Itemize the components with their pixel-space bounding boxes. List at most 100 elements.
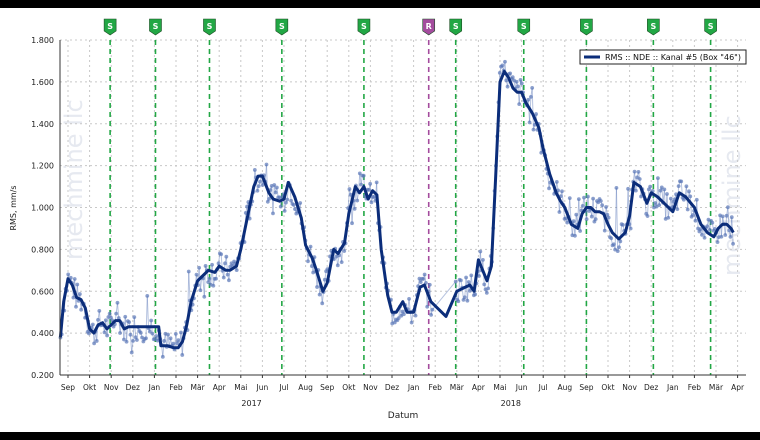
- raw-point: [505, 84, 510, 89]
- event-marker-label: S: [650, 22, 656, 31]
- x-tick-label: Okt: [601, 383, 614, 392]
- raw-point: [464, 275, 468, 280]
- x-tick-label: Feb: [429, 383, 443, 392]
- raw-point: [729, 215, 734, 220]
- raw-point: [271, 211, 275, 216]
- raw-point: [339, 260, 344, 265]
- x-tick-label: Jul: [538, 383, 548, 392]
- raw-point: [252, 168, 257, 172]
- raw-point: [668, 196, 673, 201]
- event-marker-flag: [357, 18, 371, 36]
- raw-point: [425, 304, 430, 309]
- raw-point: [401, 312, 406, 317]
- raw-point: [179, 330, 183, 335]
- raw-point: [655, 176, 660, 181]
- x-tick-label: Jan: [666, 383, 679, 392]
- raw-point: [265, 199, 270, 204]
- raw-point: [567, 196, 572, 201]
- raw-point: [77, 292, 82, 296]
- raw-point: [453, 279, 458, 284]
- raw-point: [611, 242, 616, 247]
- raw-point: [357, 171, 362, 176]
- raw-point: [685, 207, 690, 212]
- raw-point: [150, 331, 155, 336]
- raw-point: [598, 199, 603, 203]
- raw-point: [127, 320, 132, 325]
- x-tick-label: Jun: [515, 383, 528, 392]
- raw-point: [223, 261, 227, 266]
- raw-point: [694, 197, 699, 202]
- raw-point: [216, 261, 221, 266]
- raw-point: [285, 197, 290, 202]
- raw-point: [705, 224, 710, 229]
- raw-point: [554, 180, 559, 184]
- raw-link: [574, 214, 577, 236]
- event-marker-flag: [449, 18, 463, 36]
- rms-line-chart: mechmine llc mechmine llc S S S S S R S S S S S 0.…: [9, 18, 747, 421]
- raw-point: [72, 277, 77, 281]
- raw-point: [645, 214, 650, 218]
- raw-point: [687, 189, 691, 194]
- raw-point: [144, 336, 148, 341]
- event-marker-label: S: [521, 22, 527, 31]
- raw-point: [604, 205, 608, 209]
- raw-point: [510, 75, 515, 80]
- raw-point: [526, 97, 531, 102]
- raw-link: [358, 173, 361, 193]
- raw-link: [347, 189, 350, 209]
- raw-point: [221, 275, 226, 280]
- raw-point: [636, 169, 641, 174]
- raw-point: [725, 205, 730, 210]
- raw-point: [105, 333, 109, 338]
- raw-point: [723, 233, 728, 237]
- raw-link: [225, 256, 229, 275]
- raw-point: [207, 276, 212, 281]
- raw-point: [580, 204, 585, 208]
- raw-point: [154, 334, 159, 338]
- raw-point: [180, 353, 185, 357]
- raw-point: [710, 220, 715, 225]
- x-tick-label: Mär: [191, 383, 206, 392]
- raw-point: [481, 257, 485, 262]
- raw-point: [203, 264, 208, 268]
- raw-link: [595, 200, 598, 220]
- raw-point: [517, 102, 522, 106]
- y-tick-label: 1.600: [31, 78, 54, 87]
- raw-point: [284, 200, 288, 205]
- raw-point: [107, 311, 112, 316]
- raw-point: [468, 288, 472, 293]
- y-tick-label: 0.800: [31, 245, 54, 254]
- x-tick-label: Feb: [169, 383, 183, 392]
- raw-point: [679, 179, 684, 184]
- x-tick-label: Nov: [622, 383, 637, 392]
- raw-point: [514, 79, 519, 84]
- raw-link: [315, 271, 318, 288]
- x-tick-label: Mai: [493, 383, 506, 392]
- raw-point: [617, 245, 621, 250]
- raw-point: [116, 316, 121, 320]
- raw-point: [194, 272, 199, 277]
- raw-point: [359, 182, 364, 187]
- raw-point: [547, 186, 551, 191]
- raw-point: [92, 341, 97, 346]
- x-tick-label: Okt: [342, 383, 355, 392]
- raw-point: [308, 244, 313, 249]
- raw-point: [122, 337, 126, 342]
- raw-link: [573, 221, 576, 236]
- raw-point: [628, 226, 633, 231]
- raw-link: [126, 321, 129, 342]
- raw-point: [421, 277, 426, 281]
- raw-point: [582, 195, 586, 200]
- raw-point: [530, 86, 535, 90]
- raw-point: [659, 185, 664, 190]
- y-tick-label: 1.400: [31, 120, 54, 129]
- raw-point: [486, 286, 491, 291]
- raw-point: [633, 188, 638, 193]
- raw-point: [234, 268, 239, 273]
- event-marker-flag: [422, 18, 436, 36]
- raw-link: [266, 164, 269, 202]
- raw-point: [719, 234, 724, 239]
- raw-point: [97, 308, 102, 313]
- raw-point: [662, 187, 667, 192]
- raw-point: [473, 292, 478, 297]
